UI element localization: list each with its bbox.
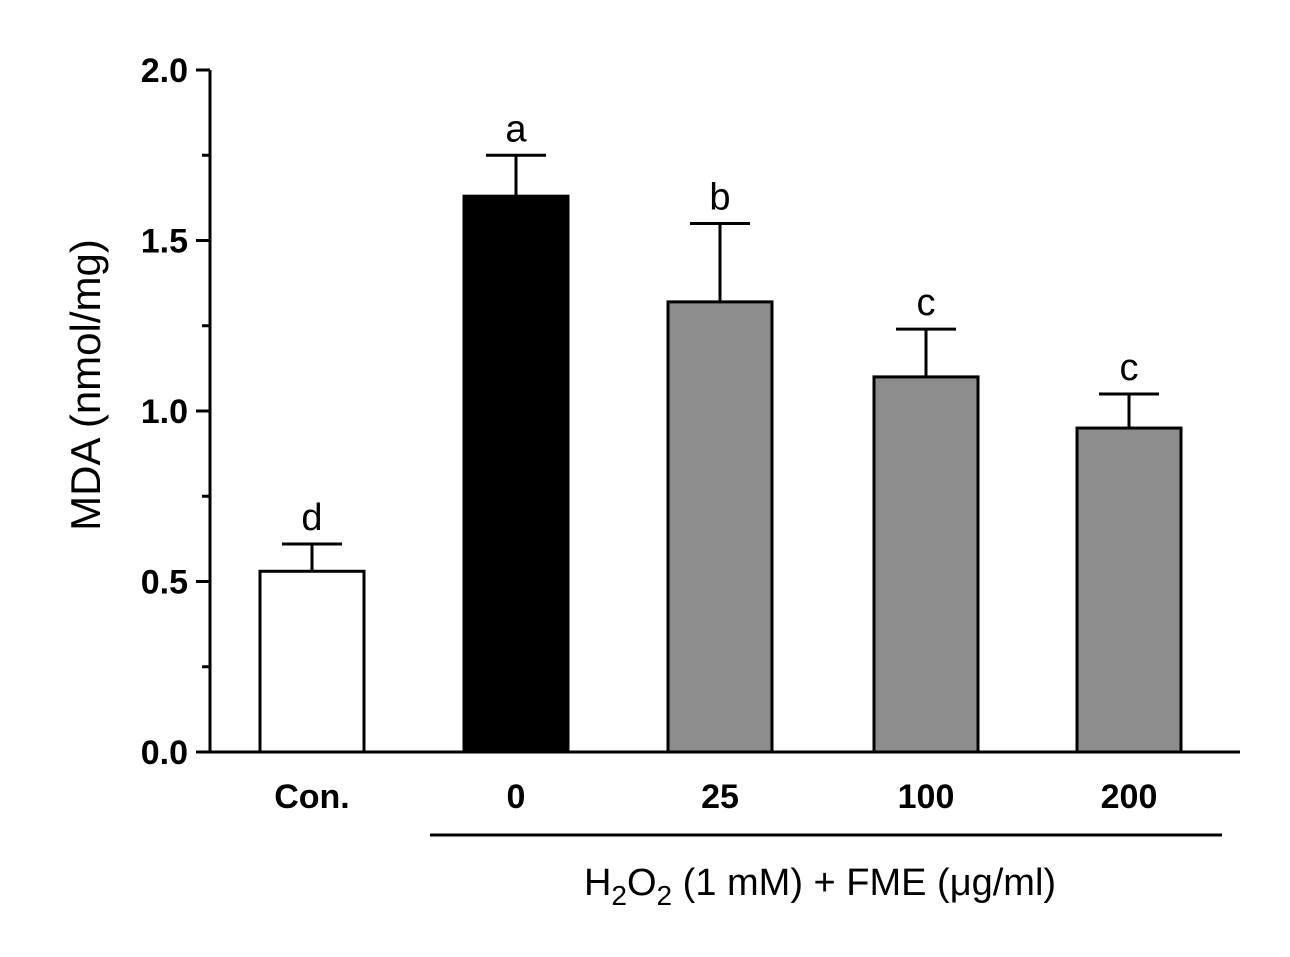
group-label-sub2: 2 [657,880,673,911]
bar [666,300,774,754]
bar [1075,426,1183,754]
y-tick-label: 2.0 [141,52,188,90]
y-tick-label: 0.0 [141,734,188,772]
significance-label: d [301,497,322,539]
bar [462,194,570,754]
bar [872,375,980,754]
x-tick-label: 200 [1101,778,1158,816]
y-tick-label: 1.5 [141,223,188,261]
bars [258,153,1183,754]
y-axis-title: MDA (nmol/mg) [62,239,109,531]
y-tick-label: 0.5 [141,564,188,602]
group-label: H2O2 (1 mM) + FME (μg/ml) [584,862,1056,911]
x-tick-label: 100 [898,778,955,816]
x-tick-label: 25 [701,778,739,816]
group-label-mid: O [627,862,657,904]
x-tick-label: 0 [507,778,526,816]
group-label-prefix: H [584,862,611,904]
significance-label: c [917,282,936,324]
x-tick-label: Con. [274,778,350,816]
bar [258,569,366,754]
group-label-sub1: 2 [611,880,627,911]
y-tick-label: 1.0 [141,393,188,431]
significance-label: c [1120,347,1139,389]
group-label-suffix: (1 mM) + FME (μg/ml) [672,862,1056,904]
labels: 0.0 0.5 1.0 1.5 2.0 d Con. a 0 b 25 c 100 c 200 [141,52,1158,816]
significance-label: b [709,176,730,218]
significance-label: a [505,108,527,150]
